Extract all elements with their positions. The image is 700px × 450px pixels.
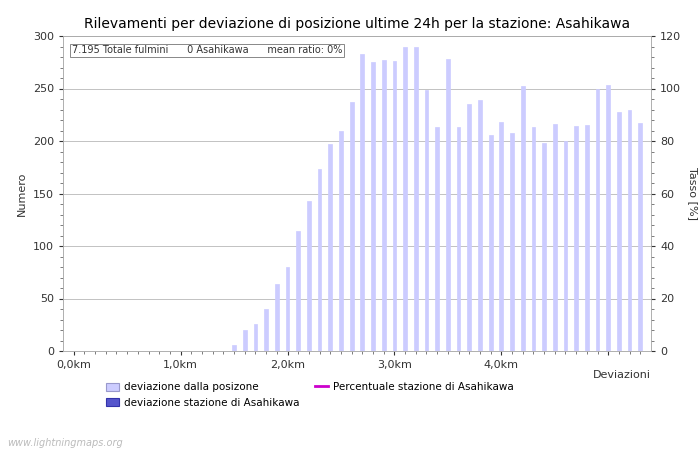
- Bar: [500, 122, 503, 351]
- Text: Deviazioni: Deviazioni: [593, 370, 651, 380]
- Title: Rilevamenti per deviazione di posizione ultime 24h per la stazione: Asahikawa: Rilevamenti per deviazione di posizione …: [84, 17, 630, 31]
- Bar: [265, 309, 268, 351]
- Y-axis label: Tasso [%]: Tasso [%]: [688, 167, 698, 220]
- Bar: [521, 86, 524, 351]
- Bar: [350, 102, 354, 351]
- Bar: [371, 62, 375, 351]
- Text: www.lightningmaps.org: www.lightningmaps.org: [7, 438, 122, 448]
- Bar: [553, 124, 556, 351]
- Y-axis label: Numero: Numero: [18, 171, 27, 216]
- Bar: [318, 169, 321, 351]
- Bar: [232, 345, 236, 351]
- Bar: [617, 112, 621, 351]
- Bar: [542, 143, 546, 351]
- Bar: [478, 100, 482, 351]
- Legend: deviazione dalla posizone, deviazione stazione di Asahikawa, Percentuale stazion: deviazione dalla posizone, deviazione st…: [102, 378, 518, 412]
- Bar: [403, 46, 407, 351]
- Bar: [339, 130, 343, 351]
- Bar: [286, 267, 289, 351]
- Bar: [360, 54, 364, 351]
- Bar: [382, 60, 386, 351]
- Text: 7.195 Totale fulmini      0 Asahikawa      mean ratio: 0%: 7.195 Totale fulmini 0 Asahikawa mean ra…: [72, 45, 342, 55]
- Bar: [456, 127, 461, 351]
- Bar: [489, 135, 493, 351]
- Bar: [596, 89, 599, 351]
- Bar: [253, 324, 258, 351]
- Bar: [435, 127, 439, 351]
- Bar: [638, 123, 642, 351]
- Bar: [296, 231, 300, 351]
- Bar: [425, 90, 428, 351]
- Bar: [275, 284, 279, 351]
- Bar: [446, 59, 449, 351]
- Bar: [328, 144, 332, 351]
- Bar: [243, 330, 246, 351]
- Bar: [510, 133, 514, 351]
- Bar: [393, 61, 396, 351]
- Bar: [606, 86, 610, 351]
- Bar: [414, 46, 418, 351]
- Bar: [307, 201, 311, 351]
- Bar: [468, 104, 471, 351]
- Bar: [531, 127, 536, 351]
- Bar: [585, 125, 589, 351]
- Bar: [564, 141, 567, 351]
- Bar: [574, 126, 578, 351]
- Bar: [628, 109, 631, 351]
